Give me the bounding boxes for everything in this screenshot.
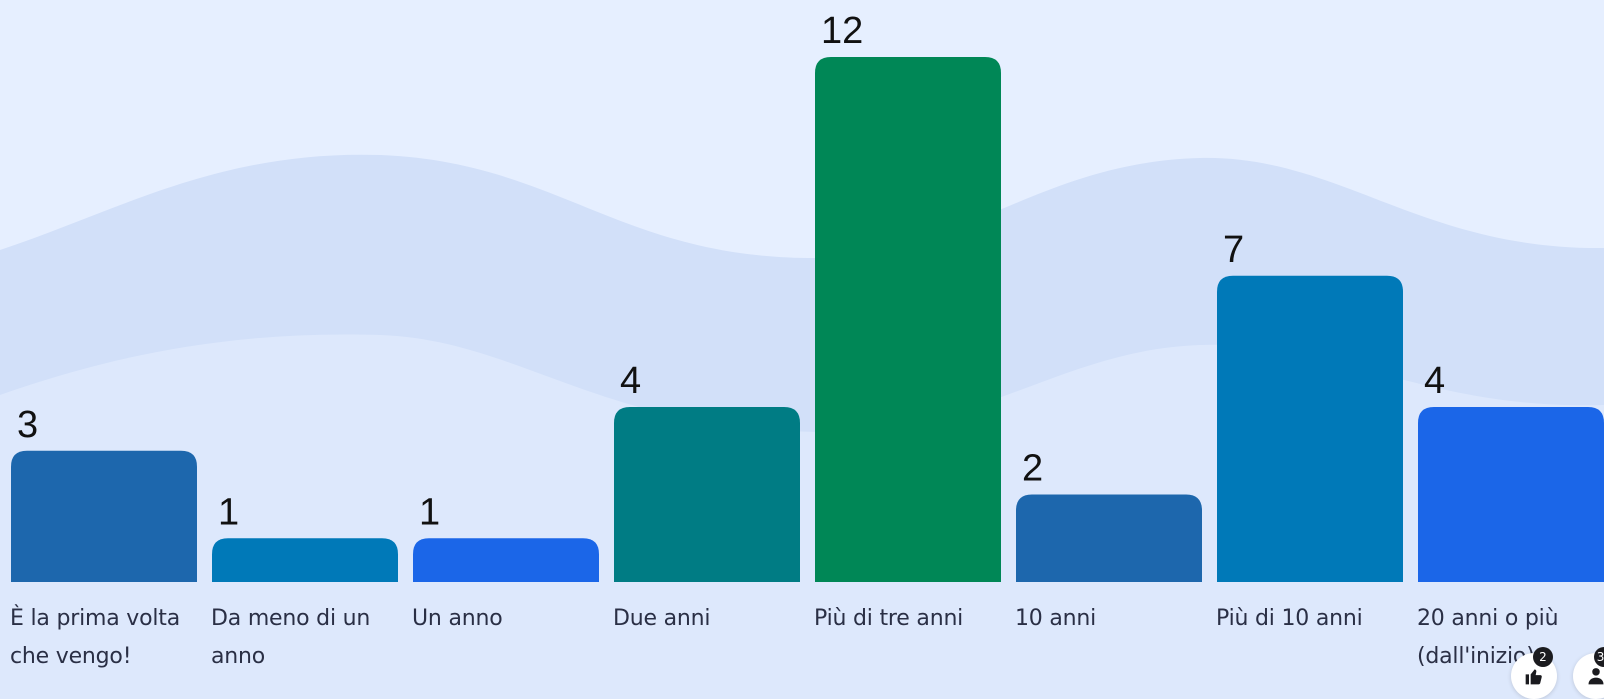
bar-8 — [1418, 407, 1604, 582]
category-label-1: È la prima volta che vengo! — [10, 606, 181, 669]
bar-6 — [1016, 494, 1202, 582]
bar-value-label-4: 4 — [620, 360, 641, 402]
bar-5 — [815, 57, 1001, 582]
bar-2 — [212, 538, 398, 582]
bar-value-label-3: 1 — [419, 491, 440, 533]
category-label-2: Da meno di un anno — [211, 606, 371, 669]
bar-1 — [11, 450, 197, 582]
bar-4 — [614, 407, 800, 582]
participants-button[interactable]: 34 — [1573, 647, 1604, 699]
thumbs-up-icon — [1525, 669, 1542, 685]
category-label-4: Due anni — [613, 606, 711, 631]
participants-count-badge: 34 — [1593, 647, 1604, 667]
category-label-5: Più di tre anni — [814, 606, 964, 631]
bar-value-label-5: 12 — [821, 10, 863, 52]
person-icon — [1588, 668, 1604, 685]
bar-value-label-1: 3 — [17, 404, 38, 446]
reactions-button[interactable]: 2 — [1511, 647, 1557, 699]
category-label-7: Più di 10 anni — [1216, 606, 1363, 631]
bar-value-label-6: 2 — [1022, 448, 1043, 490]
bar-value-label-2: 1 — [218, 491, 239, 533]
bar-value-label-7: 7 — [1223, 229, 1244, 271]
bar-7 — [1217, 275, 1403, 582]
background-wave-lower — [0, 334, 1604, 699]
bar-value-label-8: 4 — [1424, 360, 1445, 402]
bar-3 — [413, 538, 599, 582]
reactions-count-badge: 2 — [1533, 647, 1553, 667]
category-label-6: 10 anni — [1015, 606, 1097, 631]
category-label-3: Un anno — [412, 606, 503, 631]
